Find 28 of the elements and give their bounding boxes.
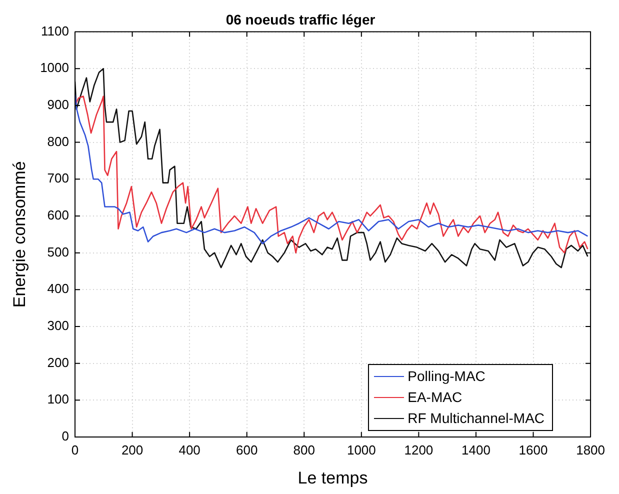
x-tick-label: 1200	[404, 442, 434, 458]
y-tick-label: 500	[47, 244, 69, 260]
legend-label: Polling-MAC	[408, 367, 486, 386]
legend-label: EA-MAC	[408, 388, 462, 407]
y-tick-label: 0	[62, 428, 69, 444]
y-tick-label: 200	[47, 354, 69, 370]
legend-label: RF Multichannel-MAC	[408, 409, 545, 428]
x-tick-label: 200	[121, 442, 144, 458]
x-tick-label: 1600	[518, 442, 548, 458]
x-tick-label: 1800	[576, 442, 605, 458]
y-tick-label: 800	[47, 134, 69, 149]
y-tick-label: 900	[47, 97, 69, 112]
x-tick-label: 400	[178, 442, 200, 458]
y-tick-label: 100	[47, 392, 69, 407]
y-tick-label: 400	[47, 281, 69, 296]
x-tick-label: 800	[293, 442, 315, 458]
y-tick-label: 700	[47, 170, 69, 186]
x-tick-label: 0	[71, 442, 79, 458]
y-tick-label: 1000	[40, 60, 69, 76]
x-tick-label: 600	[236, 442, 258, 458]
chart-title: 06 noeuds traffic léger	[226, 11, 376, 28]
x-axis-title: Le temps	[298, 468, 368, 488]
y-tick-label: 600	[47, 208, 69, 223]
y-axis-title: Energie consommé	[10, 161, 29, 308]
y-tick-label: 300	[47, 318, 69, 334]
x-tick-label: 1400	[462, 442, 490, 458]
y-tick-label: 1100	[41, 23, 69, 38]
x-tick-label: 1000	[346, 442, 376, 458]
